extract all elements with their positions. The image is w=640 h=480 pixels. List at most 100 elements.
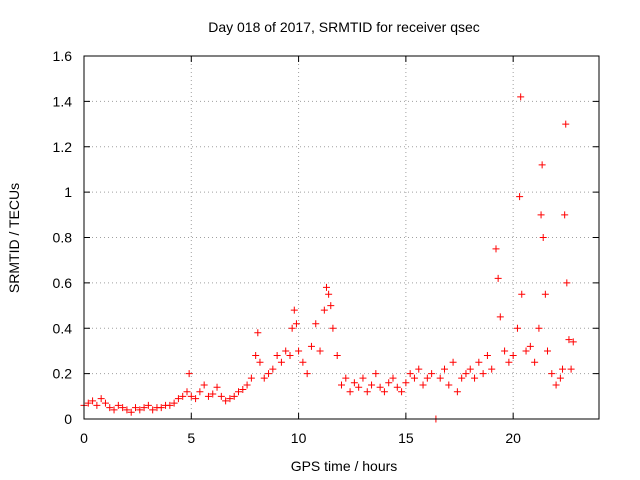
data-point bbox=[423, 374, 431, 382]
data-point bbox=[320, 306, 328, 314]
data-point bbox=[509, 351, 517, 359]
data-point bbox=[288, 324, 296, 332]
data-point bbox=[556, 374, 564, 382]
y-tick-label: 1.2 bbox=[53, 139, 73, 155]
data-point bbox=[535, 324, 543, 332]
data-point bbox=[119, 404, 127, 412]
grid bbox=[84, 56, 599, 419]
data-point bbox=[537, 211, 545, 219]
chart-title: Day 018 of 2017, SRMTID for receiver qse… bbox=[208, 19, 480, 35]
data-point bbox=[256, 358, 264, 366]
data-point bbox=[187, 392, 195, 400]
data-point bbox=[307, 342, 315, 350]
data-point bbox=[101, 399, 109, 407]
data-point bbox=[563, 279, 571, 287]
data-point bbox=[359, 374, 367, 382]
data-point bbox=[410, 374, 418, 382]
data-point bbox=[174, 395, 182, 403]
data-point bbox=[559, 365, 567, 373]
data-point bbox=[505, 358, 513, 366]
data-point bbox=[185, 370, 193, 378]
data-point bbox=[333, 351, 341, 359]
data-point bbox=[526, 342, 534, 350]
data-point bbox=[436, 374, 444, 382]
data-point bbox=[441, 365, 448, 373]
data-point bbox=[346, 388, 354, 396]
data-point bbox=[200, 381, 208, 389]
data-point bbox=[290, 306, 298, 314]
data-point bbox=[389, 374, 397, 382]
x-tick-label: 5 bbox=[187, 430, 195, 446]
data-point bbox=[149, 406, 157, 414]
data-point bbox=[449, 358, 457, 366]
data-point bbox=[295, 347, 303, 355]
x-tick-label: 20 bbox=[505, 430, 521, 446]
data-point bbox=[517, 93, 525, 101]
data-point bbox=[488, 365, 496, 373]
data-point bbox=[544, 347, 551, 355]
data-point bbox=[325, 290, 333, 298]
axis-ticks: 0 5 10 15 20 0 0.2 0.4 0.6 0.8 1 1.2 1.4 1.6 bbox=[53, 48, 599, 446]
data-point bbox=[97, 395, 105, 403]
data-point bbox=[217, 392, 225, 400]
data-point bbox=[204, 392, 212, 400]
data-point bbox=[363, 388, 371, 396]
data-point bbox=[286, 351, 294, 359]
y-tick-label: 0 bbox=[64, 411, 72, 427]
data-point bbox=[462, 370, 470, 378]
data-point bbox=[567, 365, 575, 373]
data-point bbox=[569, 338, 577, 346]
data-point bbox=[322, 283, 330, 291]
data-point bbox=[552, 381, 560, 389]
data-point bbox=[342, 374, 350, 382]
data-point bbox=[538, 161, 546, 169]
data-point bbox=[136, 406, 144, 414]
data-point bbox=[492, 245, 500, 253]
x-tick-label: 15 bbox=[398, 430, 414, 446]
data-point bbox=[254, 329, 262, 337]
data-point bbox=[183, 388, 191, 396]
data-point bbox=[393, 383, 401, 391]
data-point bbox=[316, 347, 324, 355]
data-point bbox=[230, 392, 238, 400]
data-point bbox=[548, 370, 556, 378]
data-point bbox=[106, 404, 114, 412]
data-point bbox=[110, 406, 118, 414]
data-point bbox=[277, 358, 285, 366]
data-point bbox=[466, 365, 474, 373]
data-point bbox=[471, 374, 479, 382]
data-point bbox=[385, 379, 393, 387]
data-point bbox=[518, 290, 526, 298]
data-point bbox=[372, 370, 380, 378]
data-point bbox=[226, 395, 234, 403]
data-point bbox=[415, 365, 423, 373]
data-point bbox=[355, 383, 363, 391]
plot-frame bbox=[83, 55, 600, 420]
data-point bbox=[222, 397, 230, 405]
data-point bbox=[127, 408, 135, 416]
data-point bbox=[157, 404, 165, 412]
data-point bbox=[93, 401, 101, 409]
data-point bbox=[562, 120, 570, 128]
data-point bbox=[458, 374, 466, 382]
y-tick-label: 0.4 bbox=[53, 320, 73, 336]
data-point bbox=[561, 211, 569, 219]
y-tick-label: 1 bbox=[64, 184, 72, 200]
data-point bbox=[239, 386, 247, 394]
data-point bbox=[166, 401, 174, 409]
data-point bbox=[299, 358, 307, 366]
data-point bbox=[402, 379, 410, 387]
data-point bbox=[89, 397, 97, 405]
data-point bbox=[501, 347, 509, 355]
y-tick-label: 1.6 bbox=[53, 48, 73, 64]
data-point bbox=[213, 383, 221, 391]
data-point bbox=[338, 381, 345, 389]
x-axis-label: GPS time / hours bbox=[291, 458, 398, 474]
data-point bbox=[428, 370, 436, 378]
data-point bbox=[419, 381, 427, 389]
y-tick-label: 0.6 bbox=[53, 275, 73, 291]
data-point bbox=[114, 401, 122, 409]
data-point bbox=[312, 320, 320, 328]
x-tick-label: 0 bbox=[80, 430, 88, 446]
